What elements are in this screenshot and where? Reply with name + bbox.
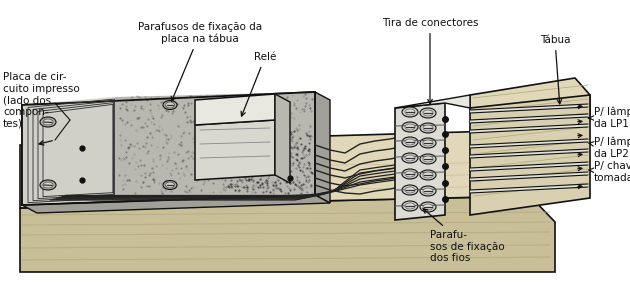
Polygon shape: [470, 78, 590, 120]
Polygon shape: [22, 97, 115, 205]
Ellipse shape: [405, 155, 415, 161]
Ellipse shape: [43, 119, 53, 125]
Ellipse shape: [40, 180, 56, 190]
Ellipse shape: [423, 204, 433, 210]
Polygon shape: [470, 95, 590, 215]
Ellipse shape: [420, 186, 436, 196]
Ellipse shape: [423, 156, 433, 162]
Ellipse shape: [420, 202, 436, 212]
Polygon shape: [470, 114, 588, 123]
Ellipse shape: [420, 108, 436, 118]
Polygon shape: [395, 95, 470, 108]
Ellipse shape: [402, 169, 418, 179]
Ellipse shape: [405, 139, 415, 145]
Text: Relé: Relé: [241, 52, 276, 116]
Polygon shape: [22, 92, 315, 205]
Text: P/ lâmpa-
da LP1: P/ lâmpa- da LP1: [588, 107, 630, 129]
Ellipse shape: [420, 123, 436, 133]
Polygon shape: [20, 196, 555, 272]
Ellipse shape: [402, 185, 418, 195]
Polygon shape: [395, 103, 445, 220]
Ellipse shape: [423, 140, 433, 146]
Polygon shape: [275, 94, 290, 183]
Ellipse shape: [163, 100, 177, 109]
Polygon shape: [470, 149, 588, 158]
Ellipse shape: [423, 110, 433, 116]
Text: P/ chave CH1 e/ou
tomada: P/ chave CH1 e/ou tomada: [588, 161, 630, 183]
Ellipse shape: [405, 109, 415, 115]
Polygon shape: [115, 92, 315, 200]
Ellipse shape: [163, 180, 177, 190]
Ellipse shape: [405, 203, 415, 209]
Text: Tábua: Tábua: [540, 35, 570, 104]
Ellipse shape: [43, 182, 53, 188]
Text: Parafusos de fixação da
placa na tábua: Parafusos de fixação da placa na tábua: [138, 22, 262, 101]
Ellipse shape: [40, 117, 56, 127]
Ellipse shape: [405, 171, 415, 177]
Text: P/ lâmpa-
da LP2: P/ lâmpa- da LP2: [588, 137, 630, 159]
Ellipse shape: [423, 125, 433, 131]
Polygon shape: [22, 195, 330, 213]
Polygon shape: [470, 184, 588, 193]
Ellipse shape: [405, 124, 415, 130]
Ellipse shape: [405, 187, 415, 193]
Polygon shape: [20, 130, 555, 208]
Ellipse shape: [402, 201, 418, 211]
Ellipse shape: [423, 188, 433, 194]
Ellipse shape: [166, 182, 175, 188]
Polygon shape: [470, 172, 588, 181]
Text: Parafu-
sos de fixação
dos fios: Parafu- sos de fixação dos fios: [423, 209, 505, 263]
Polygon shape: [470, 104, 588, 113]
Polygon shape: [195, 120, 275, 180]
Polygon shape: [195, 94, 275, 125]
Ellipse shape: [420, 170, 436, 180]
Ellipse shape: [420, 154, 436, 164]
Polygon shape: [315, 92, 330, 203]
Text: Tira de conectores: Tira de conectores: [382, 18, 478, 104]
Ellipse shape: [423, 172, 433, 178]
Ellipse shape: [402, 122, 418, 132]
Ellipse shape: [420, 138, 436, 148]
Ellipse shape: [166, 102, 175, 108]
Polygon shape: [470, 139, 588, 148]
Polygon shape: [470, 124, 588, 133]
Ellipse shape: [402, 153, 418, 163]
Ellipse shape: [402, 137, 418, 147]
Text: Placa de cir-
cuito impresso
(lado dos
compon-
tes): Placa de cir- cuito impresso (lado dos c…: [3, 72, 80, 128]
Ellipse shape: [402, 107, 418, 117]
Polygon shape: [470, 162, 588, 171]
